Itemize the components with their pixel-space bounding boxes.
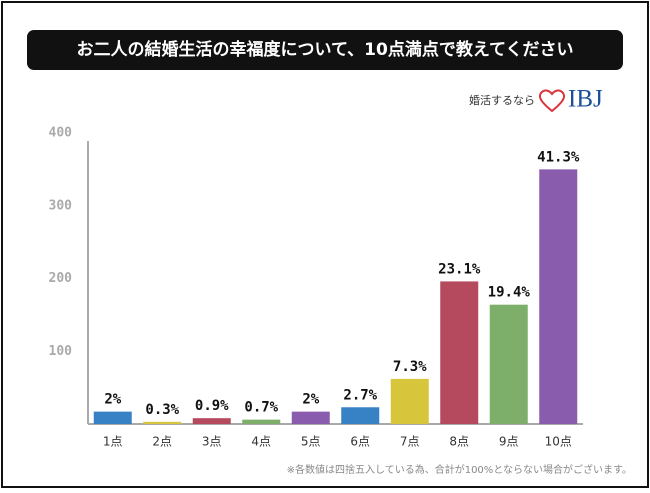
x-tick-label: 8点 <box>449 435 469 449</box>
value-label: 2% <box>104 392 121 408</box>
x-tick-label: 2点 <box>152 435 172 449</box>
y-tick-label: 200 <box>49 271 73 286</box>
value-label: 0.3% <box>145 402 179 418</box>
y-tick-label: 300 <box>49 198 73 213</box>
logo-brand: IBJ <box>568 86 603 113</box>
bar <box>390 378 429 424</box>
value-label: 7.3% <box>393 359 427 375</box>
value-label: 19.4% <box>488 285 531 301</box>
y-tick-label: 400 <box>49 126 73 141</box>
value-label: 23.1% <box>438 261 481 277</box>
x-tick-label: 9点 <box>499 435 519 449</box>
value-label: 0.9% <box>195 398 229 414</box>
bar <box>242 419 281 424</box>
value-label: 0.7% <box>244 400 278 416</box>
value-label: 2% <box>302 392 319 408</box>
logo-heart <box>538 89 566 113</box>
bar <box>291 411 330 424</box>
bar <box>143 421 182 424</box>
bar <box>489 304 528 424</box>
bar <box>192 418 231 424</box>
bar <box>440 281 479 424</box>
x-tick-label: 4点 <box>251 435 271 449</box>
x-tick-label: 5点 <box>301 435 321 449</box>
bar <box>539 169 578 424</box>
x-tick-label: 7点 <box>400 435 420 449</box>
title-box <box>27 30 623 70</box>
bar <box>341 407 380 424</box>
x-tick-label: 3点 <box>202 435 222 449</box>
y-tick-label: 100 <box>49 344 73 359</box>
bar <box>93 411 132 424</box>
x-tick-label: 6点 <box>350 435 370 449</box>
footnote: ※各数値は四捨五入している為、合計が100%とならない場合がございます。 <box>287 463 632 476</box>
value-label: 41.3% <box>537 149 580 165</box>
value-label: 2.7% <box>343 387 377 403</box>
logo-tagline: 婚活するなら <box>469 93 535 107</box>
x-tick-label: 1点 <box>103 435 123 449</box>
chart-title: お二人の結婚生活の幸福度について、10点満点で教えてください <box>77 39 574 60</box>
x-tick-label: 10点 <box>545 435 572 449</box>
